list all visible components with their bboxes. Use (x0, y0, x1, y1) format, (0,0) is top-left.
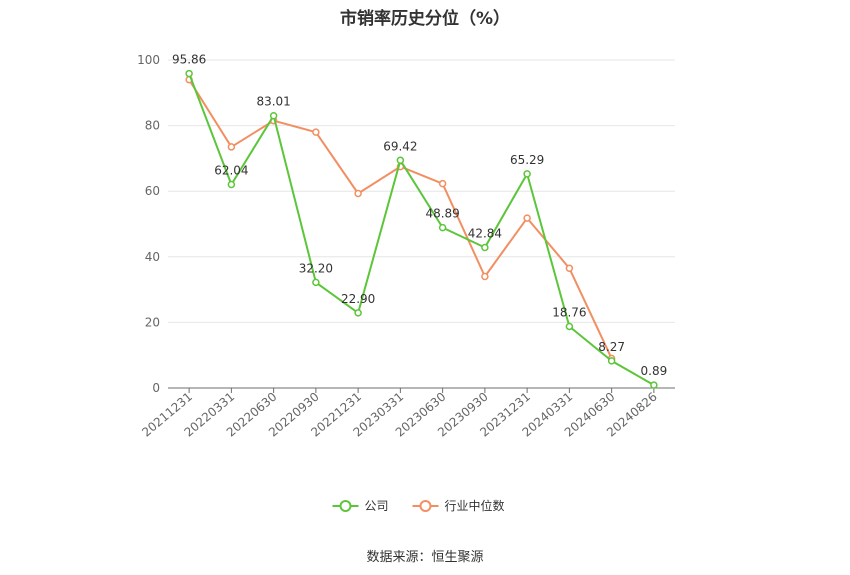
data-point (565, 264, 574, 273)
data-point (354, 189, 362, 198)
y-tick-label: 80 (145, 119, 160, 133)
data-point (312, 128, 320, 136)
data-label: 65.29 (510, 153, 544, 167)
y-tick-label: 40 (145, 250, 160, 264)
data-label: 8.27 (598, 340, 625, 354)
data-label: 22.90 (341, 292, 375, 306)
legend-label: 行业中位数 (445, 498, 505, 513)
data-label: 0.89 (641, 364, 668, 378)
data-point (438, 223, 447, 232)
data-label: 62.04 (214, 164, 248, 178)
data-source: 数据来源：恒生聚源 (366, 550, 484, 565)
data-point (185, 69, 193, 78)
legend-label: 公司 (365, 499, 389, 513)
chart-title: 市销率历史分位（%） (339, 9, 511, 29)
y-tick-label: 0 (152, 381, 160, 395)
data-point (481, 272, 489, 281)
data-label: 83.01 (256, 95, 290, 109)
y-tick-label: 20 (145, 315, 160, 329)
series-line (188, 73, 655, 386)
data-point (438, 179, 447, 188)
data-point (650, 381, 658, 389)
y-tick-label: 60 (145, 184, 160, 198)
data-label: 42.84 (468, 226, 502, 240)
data-point (607, 357, 616, 365)
data-point (396, 156, 405, 165)
data-point (227, 143, 236, 151)
data-point (565, 322, 574, 331)
legend-marker (339, 500, 352, 512)
data-label: 48.89 (425, 207, 459, 221)
legend-marker (419, 500, 432, 512)
data-point (269, 111, 278, 120)
data-point (523, 170, 531, 178)
data-point (227, 180, 236, 189)
data-point (523, 214, 531, 222)
data-label: 95.86 (172, 53, 206, 67)
y-tick-label: 100 (137, 53, 160, 67)
data-point (312, 278, 320, 287)
data-label: 69.42 (383, 139, 417, 153)
data-label: 32.20 (299, 261, 333, 275)
data-label: 18.76 (552, 305, 586, 319)
data-point (481, 243, 489, 252)
series-line (188, 79, 613, 359)
data-point (354, 309, 362, 317)
